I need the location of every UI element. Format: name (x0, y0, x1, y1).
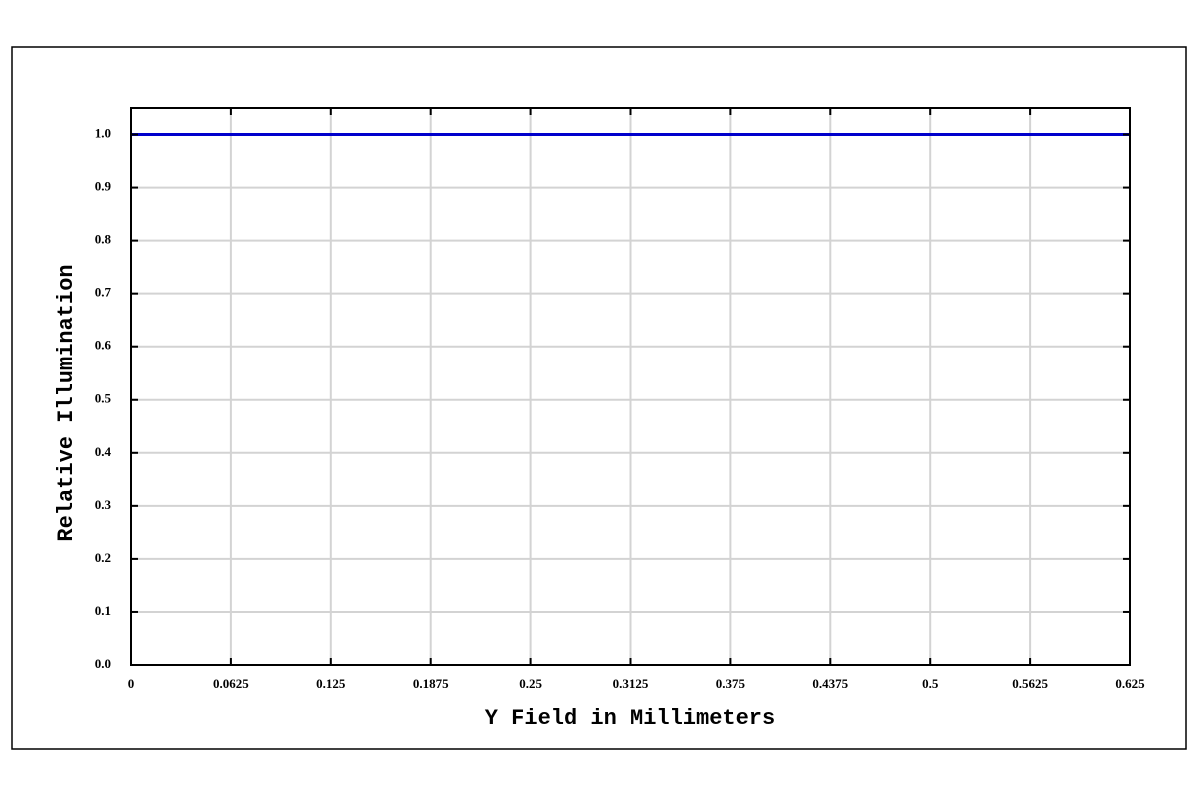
y-tick-label: 0.7 (95, 285, 112, 300)
y-tick-label: 0.5 (95, 391, 112, 406)
x-tick-label: 0.25 (519, 676, 542, 691)
x-tick-label: 0.625 (1115, 676, 1145, 691)
y-tick-label: 0.8 (95, 232, 112, 247)
x-tick-label: 0 (128, 676, 135, 691)
y-tick-label: 0.0 (95, 656, 111, 671)
y-tick-label: 0.9 (95, 179, 112, 194)
y-axis-title: Relative Illumination (54, 264, 79, 541)
outer-frame (11, 46, 1187, 750)
y-tick-label: 0.3 (95, 497, 112, 512)
x-tick-label: 0.0625 (213, 676, 249, 691)
y-tick-label: 0.4 (95, 444, 112, 459)
x-tick-label: 0.5625 (1012, 676, 1048, 691)
plot-frame (130, 107, 1131, 666)
x-tick-label: 0.125 (316, 676, 346, 691)
y-tick-label: 0.1 (95, 603, 111, 618)
y-tick-label: 0.2 (95, 550, 111, 565)
y-tick-label: 1.0 (95, 126, 111, 141)
x-tick-label: 0.375 (716, 676, 746, 691)
grid (130, 108, 1131, 666)
x-axis-title: Y Field in Millimeters (485, 706, 775, 731)
x-tick-label: 0.5 (922, 676, 939, 691)
x-tick-label: 0.3125 (613, 676, 649, 691)
x-tick-label: 0.4375 (812, 676, 848, 691)
y-tick-label: 0.6 (95, 338, 112, 353)
x-tick-label: 0.1875 (413, 676, 449, 691)
